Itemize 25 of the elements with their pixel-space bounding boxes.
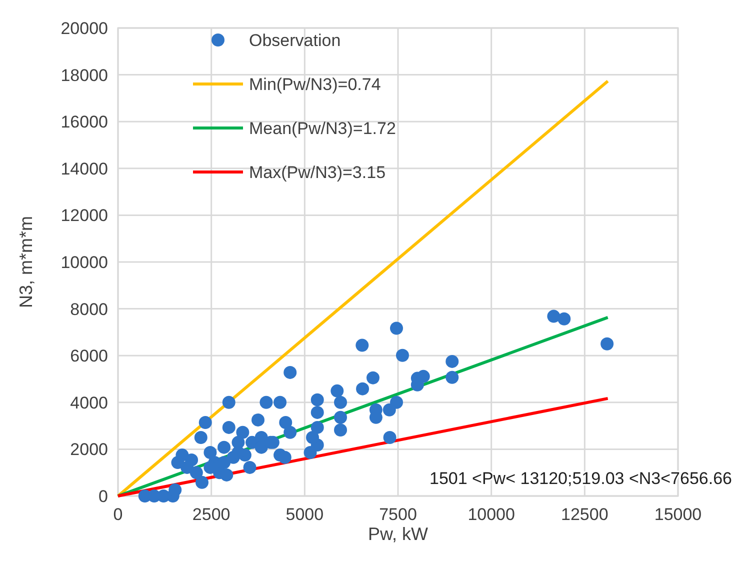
legend-label: Max(Pw/N3)=3.15: [249, 163, 386, 182]
x-axis-title: Pw, kW: [368, 524, 428, 544]
y-tick-label: 2000: [70, 440, 108, 460]
y-tick-label: 12000: [60, 206, 108, 226]
y-tick-label: 0: [98, 487, 108, 506]
x-tick-label: 15000: [654, 505, 702, 524]
y-tick-label: 16000: [60, 112, 108, 132]
y-tick-label: 10000: [60, 253, 108, 272]
y-tick-label: 6000: [70, 346, 108, 366]
legend-label: Min(Pw/N3)=0.74: [249, 75, 381, 94]
y-tick-label: 8000: [70, 300, 108, 319]
x-tick-label: 12500: [561, 505, 608, 524]
y-tick-label: 18000: [60, 66, 108, 85]
x-tick-label: 7500: [379, 505, 417, 524]
legend-label: Observation: [249, 31, 341, 50]
y-tick-label: 14000: [60, 159, 108, 178]
x-tick-label: 10000: [468, 505, 515, 524]
y-tick-label: 4000: [70, 393, 108, 412]
x-tick-label: 5000: [286, 505, 324, 524]
x-tick-label: 0: [113, 505, 123, 524]
y-axis-title: N3, m*m*m: [16, 216, 36, 308]
y-tick-label: 20000: [60, 19, 108, 38]
annotation: 1501 <Pw< 13120;519.03 <N3<7656.66: [430, 469, 732, 488]
x-tick-label: 2500: [192, 505, 230, 524]
legend-label: Mean(Pw/N3)=1.72: [249, 119, 396, 138]
